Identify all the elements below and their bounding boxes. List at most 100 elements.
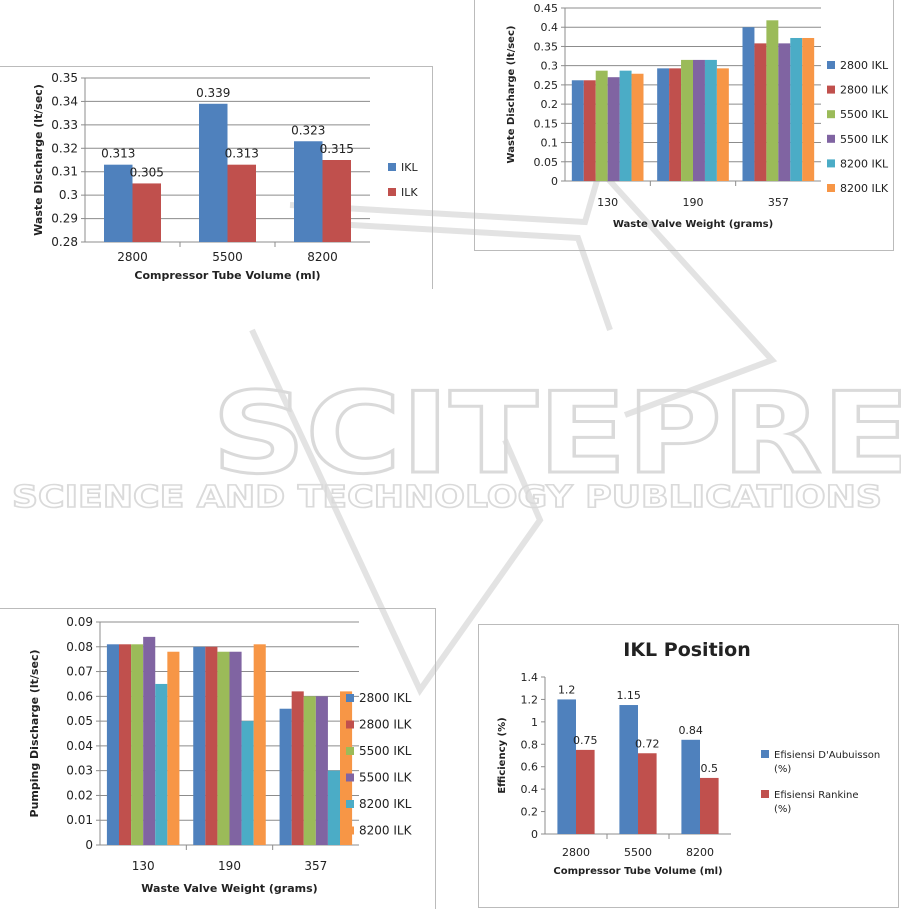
x-tick-label: 190 [683,196,704,209]
y-tick-label: 0.32 [51,141,78,155]
bar [681,739,700,834]
bar [693,59,705,181]
y-axis-label: Efficiency (%) [497,717,508,793]
y-tick-label: 1.2 [521,693,539,706]
y-tick-label: 0.28 [51,235,78,249]
y-tick-label: 0.25 [534,79,559,92]
y-axis-label: Waste Discharge (lt/sec) [32,84,45,236]
y-tick-label: 0 [531,828,538,841]
data-label: 0.315 [320,142,354,156]
y-axis-label: Pumping Discharge (lt/sec) [28,650,41,818]
bar [241,721,254,845]
legend-label: 8200 ILK [359,824,413,838]
legend-label: Efisiensi Rankine (%) [774,790,859,815]
legend-label: 8200 IKL [359,797,412,811]
bar [583,80,596,181]
x-tick-label: 190 [218,859,241,873]
bar [303,696,316,845]
y-tick-label: 0.15 [534,117,559,130]
y-tick-label: 0.01 [66,813,93,827]
bar [595,70,608,181]
bar [802,37,815,182]
legend-swatch [346,800,354,808]
legend-label-line: Efisiensi Rankine [774,790,859,801]
x-axis-label: Compressor Tube Volume (ml) [553,866,722,877]
legend-label: 5500 ILK [840,133,889,146]
y-tick-label: 0.35 [534,40,559,53]
legend-swatch [761,790,769,798]
data-label: 0.72 [635,737,660,750]
bar [754,43,767,181]
y-tick-label: 1 [531,716,538,729]
x-axis-label: Waste Valve Weight (grams) [141,882,317,895]
chart-waste-discharge-weight: 0 0.05 0.1 0.15 0.2 0.25 0.3 0.35 0.4 0.45 130 190 3… [506,2,889,230]
legend-label: 2800 ILK [840,84,889,97]
legend-label: Efisiensi D'Aubuisson (%) [774,750,880,775]
bar [118,644,132,845]
y-tick-label: 0.07 [66,665,93,679]
legend-swatch [388,163,396,171]
bar [619,705,638,834]
bar [619,70,632,181]
y-tick-label: 0.31 [51,165,78,179]
bar [217,651,230,845]
y-tick-label: 0.45 [534,2,559,15]
bar [104,164,133,242]
y-tick-label: 1.4 [521,671,539,684]
legend-label: ILK [401,186,418,199]
legend-label: 8200 ILK [840,182,889,195]
bar [131,644,144,845]
chart-panel-waste-discharge-volume: 0.28 0.29 0.3 0.31 0.32 0.33 0.34 0.35 2800 0.313… [0,66,433,289]
legend-label: IKL [401,161,418,174]
y-tick-label: 0.33 [51,118,78,132]
bar [291,691,304,845]
x-axis-label: Compressor Tube Volume (ml) [134,269,320,282]
bar [742,27,755,181]
bar [700,777,719,834]
data-label: 0.84 [678,724,703,737]
y-tick-label: 0.2 [541,98,559,111]
bar [253,644,266,845]
x-tick-label: 130 [132,859,155,873]
x-tick-label: 130 [597,196,618,209]
y-tick-label: 0.2 [521,806,539,819]
bar [557,699,576,834]
y-tick-label: 0.08 [66,640,93,654]
legend-label: 5500 IKL [840,108,889,121]
bar [607,77,620,181]
legend-label: 2800 IKL [359,691,412,705]
legend-swatch [346,826,354,835]
y-tick-label: 0.3 [541,60,559,73]
data-label: 0.323 [291,123,325,137]
bar [681,59,693,181]
legend-swatch [346,773,354,782]
y-axis-label: Waste Discharge (lt/sec) [506,26,517,164]
bar [199,103,228,242]
bar [155,683,168,845]
legend-swatch [346,720,354,729]
legend-label: 2800 IKL [840,59,889,72]
legend-swatch [761,750,769,758]
data-label: 1.15 [616,689,641,702]
y-tick-label: 0.29 [51,212,78,226]
y-tick-label: 0 [551,175,558,188]
bar [132,183,161,242]
x-tick-label: 8200 [307,250,338,264]
bar [704,59,717,181]
y-tick-label: 0.3 [59,188,78,202]
x-tick-label: 357 [768,196,789,209]
legend-swatch [827,134,835,143]
bar [322,160,351,242]
bar [576,749,595,834]
x-tick-label: 5500 [624,846,652,859]
data-label: 0.75 [573,734,598,747]
y-tick-label: 0.02 [66,788,93,802]
bar [631,73,644,181]
bar [657,68,670,181]
bar [279,708,292,845]
legend-label: 2800 ILK [359,718,413,732]
bar [294,141,323,242]
bar [571,80,584,181]
chart-title: IKL Position [623,639,751,661]
